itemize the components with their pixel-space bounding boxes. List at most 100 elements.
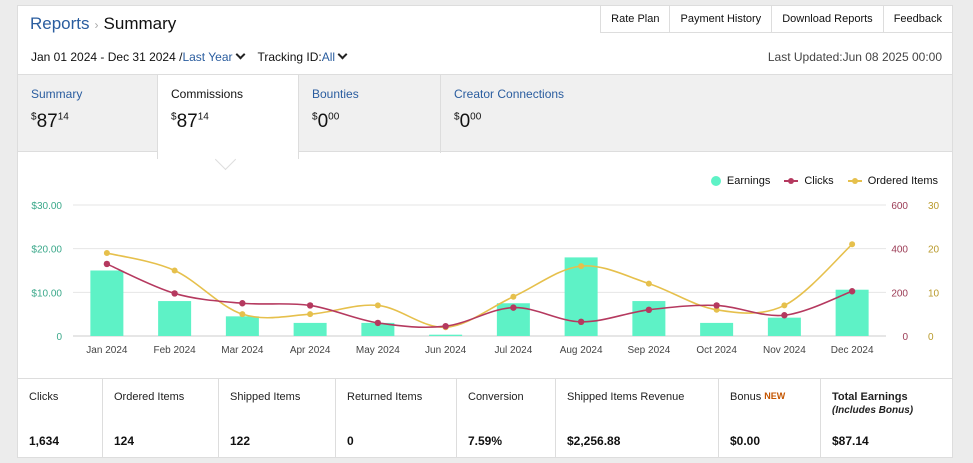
- last-updated: Last Updated:Jun 08 2025 00:00: [767, 50, 942, 64]
- x-tick-label: Oct 2024: [696, 345, 737, 356]
- x-tick-label: May 2024: [356, 345, 400, 356]
- stats-row: Clicks 1,634 Ordered Items 124 Shipped Ite…: [18, 378, 952, 458]
- y-right-ordered-tick-label: 20: [928, 245, 940, 256]
- x-tick-label: Sep 2024: [627, 345, 670, 356]
- earnings-bar: [835, 289, 869, 336]
- y-right-ordered-tick-label: 30: [928, 201, 940, 212]
- clicks-point: [442, 322, 449, 330]
- stat-ordered-items: Ordered Items 124: [103, 379, 219, 458]
- tab-bounties[interactable]: Bounties $000: [299, 75, 440, 153]
- x-tick-label: Jan 2024: [86, 345, 128, 356]
- new-badge: NEW: [764, 391, 786, 401]
- earnings-bar: [767, 317, 801, 336]
- clicks-point: [374, 319, 382, 327]
- tab-creator-connections[interactable]: Creator Connections $000: [441, 75, 621, 153]
- x-tick-label: Mar 2024: [221, 345, 264, 356]
- y-right-clicks-tick-label: 600: [891, 201, 908, 212]
- clicks-point: [306, 302, 314, 309]
- date-range: Jan 01 2024 - Dec 31 2024 /: [31, 50, 183, 64]
- clicks-point: [781, 312, 788, 319]
- earnings-bar: [700, 322, 734, 336]
- x-tick-label: Jun 2024: [425, 345, 467, 356]
- breadcrumb: Reports › Summary: [30, 14, 176, 34]
- y-left-tick-label: 0: [56, 332, 62, 343]
- tab-label: Creator Connections: [454, 87, 565, 101]
- stat-conversion: Conversion 7.59%: [457, 379, 556, 458]
- y-right-ordered-tick-label: 0: [928, 332, 934, 343]
- tracking-id-dropdown[interactable]: All: [321, 50, 336, 64]
- clicks-point: [510, 304, 517, 311]
- tab-amount: $8714: [31, 111, 69, 132]
- clicks-point: [239, 300, 246, 307]
- y-right-clicks-tick-label: 400: [891, 245, 908, 256]
- ordered-items-point: [645, 280, 652, 287]
- x-tick-label: Jul 2024: [494, 345, 532, 356]
- y-left-tick-label: $20.00: [31, 245, 62, 256]
- stat-shipped-items: Shipped Items 122: [219, 379, 336, 458]
- earnings-bar: [429, 334, 463, 336]
- chart-legend: Earnings Clicks Ordered Items: [697, 175, 938, 187]
- y-right-clicks-tick-label: 0: [902, 332, 908, 343]
- ordered-items-point: [307, 311, 314, 318]
- ordered-items-point: [239, 311, 246, 318]
- y-left-tick-label: $10.00: [31, 288, 62, 299]
- clicks-point: [645, 306, 653, 313]
- clicks-swatch-icon: [784, 176, 799, 186]
- earnings-bar: [632, 301, 666, 336]
- tab-amount: $8714: [171, 111, 209, 132]
- breadcrumb-reports-link[interactable]: Reports: [30, 14, 90, 33]
- ordered-items-point: [374, 302, 381, 309]
- tab-summary[interactable]: Summary $8714: [18, 75, 157, 153]
- breadcrumb-separator-icon: ›: [94, 18, 99, 32]
- stat-total-earnings: Total Earnings (Includes Bonus) $87.14: [832, 391, 914, 448]
- earnings-bar: [90, 270, 124, 336]
- ordered-items-swatch-icon: [847, 176, 862, 186]
- legend-clicks[interactable]: Clicks: [784, 175, 834, 187]
- tab-commissions[interactable]: Commissions $8714: [157, 75, 299, 159]
- clicks-point: [848, 288, 856, 295]
- earnings-bar: [225, 316, 259, 336]
- legend-label: Clicks: [804, 175, 834, 187]
- ordered-items-point: [510, 293, 517, 300]
- earnings-bar: [293, 322, 327, 336]
- ordered-items-line: [106, 243, 853, 329]
- clicks-point: [577, 318, 585, 326]
- legend-earnings[interactable]: Earnings: [710, 175, 771, 187]
- earnings-bar: [361, 322, 395, 336]
- x-tick-label: Aug 2024: [560, 345, 603, 356]
- feedback-link[interactable]: Feedback: [893, 13, 942, 25]
- y-left-tick-label: $30.00: [31, 201, 62, 212]
- earnings-swatch-icon: [710, 176, 721, 186]
- stat-shipped-revenue: Shipped Items Revenue $2,256.88: [556, 379, 719, 458]
- clicks-point: [713, 302, 720, 309]
- ordered-items-point: [781, 302, 788, 309]
- filters-bar: Jan 01 2024 - Dec 31 2024 / Last Year Tr…: [31, 49, 354, 64]
- earnings-chart: 0 0 0 $10.00 200 10 $20.00 400 20 $30.00 600 30 Jan …: [31, 201, 940, 356]
- ordered-items-point: [849, 241, 856, 248]
- tab-divider: [440, 75, 441, 153]
- ordered-items-point: [713, 306, 720, 313]
- legend-label: Ordered Items: [867, 175, 938, 187]
- period-dropdown[interactable]: Last Year: [182, 50, 233, 64]
- clicks-line: [106, 263, 853, 329]
- rate-plan-link[interactable]: Rate Plan: [601, 6, 671, 32]
- stat-bonus: Bonus NEW $0.00: [719, 379, 821, 458]
- legend-ordered-items[interactable]: Ordered Items: [847, 175, 938, 187]
- tab-label: Bounties: [312, 87, 359, 101]
- y-right-ordered-tick-label: 10: [928, 288, 940, 299]
- tracking-id-label: Tracking ID:: [257, 50, 322, 64]
- x-tick-label: Dec 2024: [831, 345, 874, 356]
- stat-clicks: Clicks 1,634: [18, 379, 103, 458]
- legend-label: Earnings: [726, 175, 771, 187]
- top-nav: Rate Plan Payment History Download Repor…: [600, 6, 952, 33]
- tab-amount: $000: [312, 111, 340, 132]
- payment-history-link[interactable]: Payment History: [670, 6, 773, 32]
- tab-label: Summary: [31, 87, 83, 101]
- download-reports-link[interactable]: Download Reports: [772, 6, 884, 32]
- ordered-items-point: [103, 250, 110, 257]
- x-tick-label: Feb 2024: [153, 345, 196, 356]
- clicks-point: [103, 260, 111, 268]
- page-title: Summary: [103, 14, 177, 33]
- summary-panel: Reports › Summary Rate Plan Payment Histor…: [17, 5, 953, 458]
- ordered-items-point: [171, 267, 178, 274]
